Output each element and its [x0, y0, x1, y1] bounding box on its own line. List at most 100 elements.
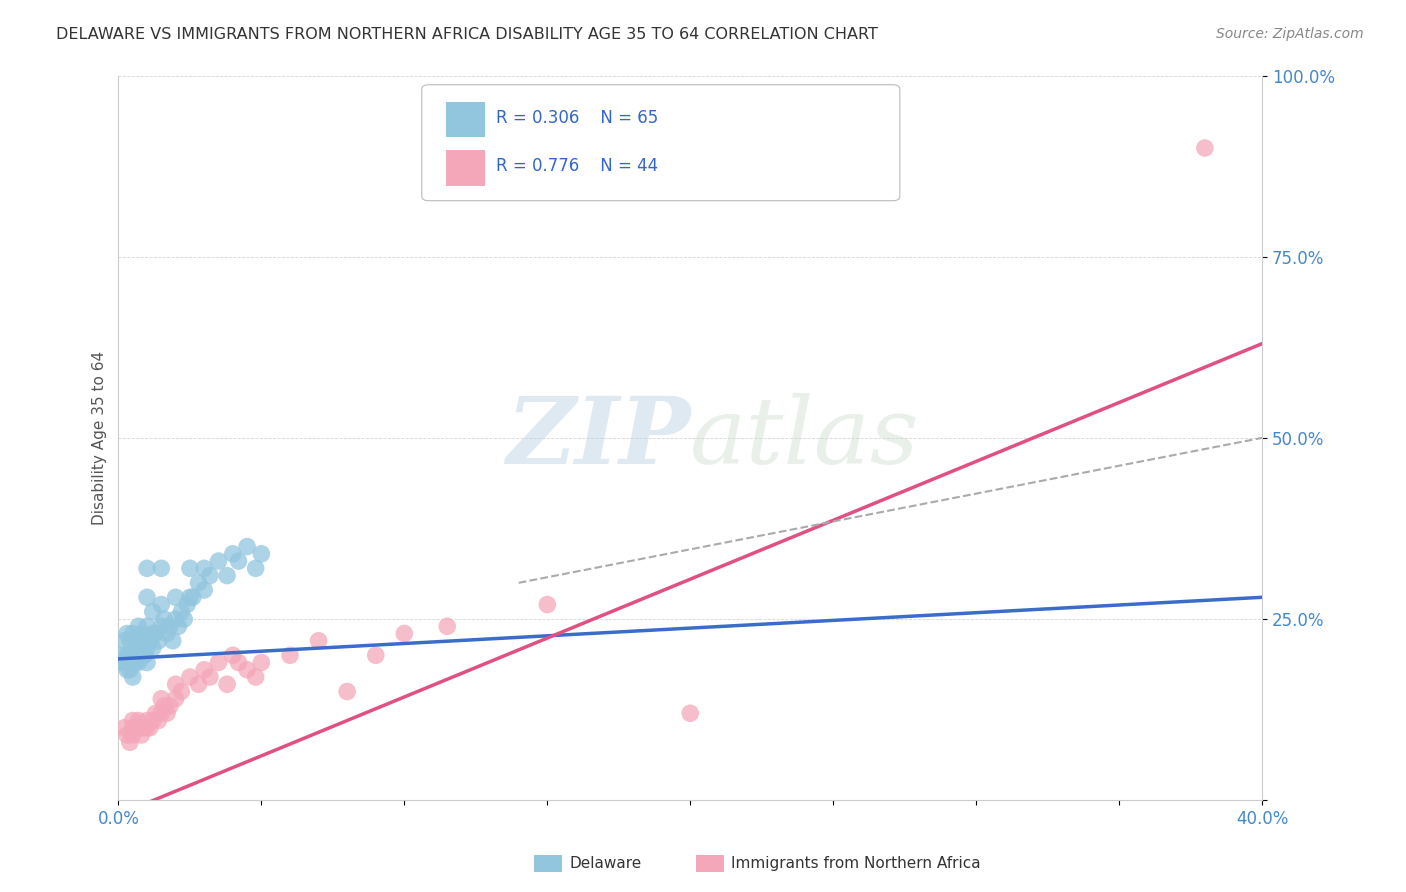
Point [308, 633, 330, 648]
Point [170, 605, 193, 619]
Point [165, 677, 187, 691]
Point [131, 721, 153, 735]
Point [110, 648, 132, 663]
Point [131, 728, 153, 742]
Point [153, 612, 176, 626]
Point [139, 633, 162, 648]
Point [134, 648, 156, 663]
Point [115, 663, 138, 677]
Point [142, 714, 165, 728]
Point [193, 582, 215, 597]
Point [118, 633, 141, 648]
Point [179, 561, 201, 575]
Point [364, 648, 387, 663]
Point [1194, 141, 1216, 155]
Point [148, 633, 170, 648]
Point [131, 648, 153, 663]
Point [145, 706, 167, 721]
Point [222, 648, 245, 663]
Point [145, 626, 167, 640]
Point [207, 554, 229, 568]
Point [217, 677, 239, 691]
Point [153, 698, 176, 713]
Point [136, 721, 159, 735]
Point [134, 633, 156, 648]
Point [150, 706, 173, 721]
Point [394, 626, 416, 640]
Point [124, 633, 146, 648]
Point [142, 605, 165, 619]
Point [436, 619, 458, 633]
Point [136, 640, 159, 655]
Point [115, 728, 138, 742]
Point [167, 619, 190, 633]
Point [136, 561, 159, 575]
Point [112, 721, 135, 735]
Point [150, 598, 173, 612]
Point [162, 633, 184, 648]
Point [115, 626, 138, 640]
Point [198, 670, 221, 684]
Point [173, 612, 195, 626]
Text: ZIP: ZIP [506, 392, 690, 483]
Point [115, 648, 138, 663]
Text: R = 0.776    N = 44: R = 0.776 N = 44 [496, 157, 658, 175]
Point [165, 691, 187, 706]
Point [121, 728, 143, 742]
Point [127, 640, 149, 655]
Point [121, 626, 143, 640]
Point [179, 670, 201, 684]
Point [136, 619, 159, 633]
Point [131, 640, 153, 655]
Point [187, 575, 209, 590]
Point [136, 656, 159, 670]
Point [110, 656, 132, 670]
Point [250, 547, 273, 561]
Point [148, 714, 170, 728]
Point [124, 656, 146, 670]
Point [222, 547, 245, 561]
Point [156, 626, 179, 640]
Point [142, 626, 165, 640]
Point [187, 677, 209, 691]
Point [236, 663, 259, 677]
Text: Source: ZipAtlas.com: Source: ZipAtlas.com [1216, 27, 1364, 41]
Point [207, 656, 229, 670]
Point [156, 706, 179, 721]
Point [121, 648, 143, 663]
Point [136, 714, 159, 728]
Point [245, 670, 267, 684]
Point [228, 656, 250, 670]
Point [236, 540, 259, 554]
Point [124, 648, 146, 663]
Point [127, 714, 149, 728]
Text: R = 0.306    N = 65: R = 0.306 N = 65 [496, 109, 658, 127]
Point [124, 721, 146, 735]
Point [121, 714, 143, 728]
Point [245, 561, 267, 575]
Text: DELAWARE VS IMMIGRANTS FROM NORTHERN AFRICA DISABILITY AGE 35 TO 64 CORRELATION : DELAWARE VS IMMIGRANTS FROM NORTHERN AFR… [56, 27, 879, 42]
Point [336, 684, 359, 698]
Text: atlas: atlas [690, 392, 920, 483]
Point [150, 561, 173, 575]
Point [198, 568, 221, 582]
Point [112, 656, 135, 670]
Point [165, 591, 187, 605]
Point [139, 721, 162, 735]
Point [165, 612, 187, 626]
Point [134, 648, 156, 663]
Point [112, 633, 135, 648]
Point [142, 640, 165, 655]
Point [536, 598, 558, 612]
Point [217, 568, 239, 582]
Point [118, 648, 141, 663]
Point [121, 670, 143, 684]
Point [228, 554, 250, 568]
Text: Immigrants from Northern Africa: Immigrants from Northern Africa [731, 856, 981, 871]
Point [179, 591, 201, 605]
Point [176, 598, 198, 612]
Point [159, 698, 181, 713]
Point [193, 561, 215, 575]
Point [121, 656, 143, 670]
Point [159, 619, 181, 633]
